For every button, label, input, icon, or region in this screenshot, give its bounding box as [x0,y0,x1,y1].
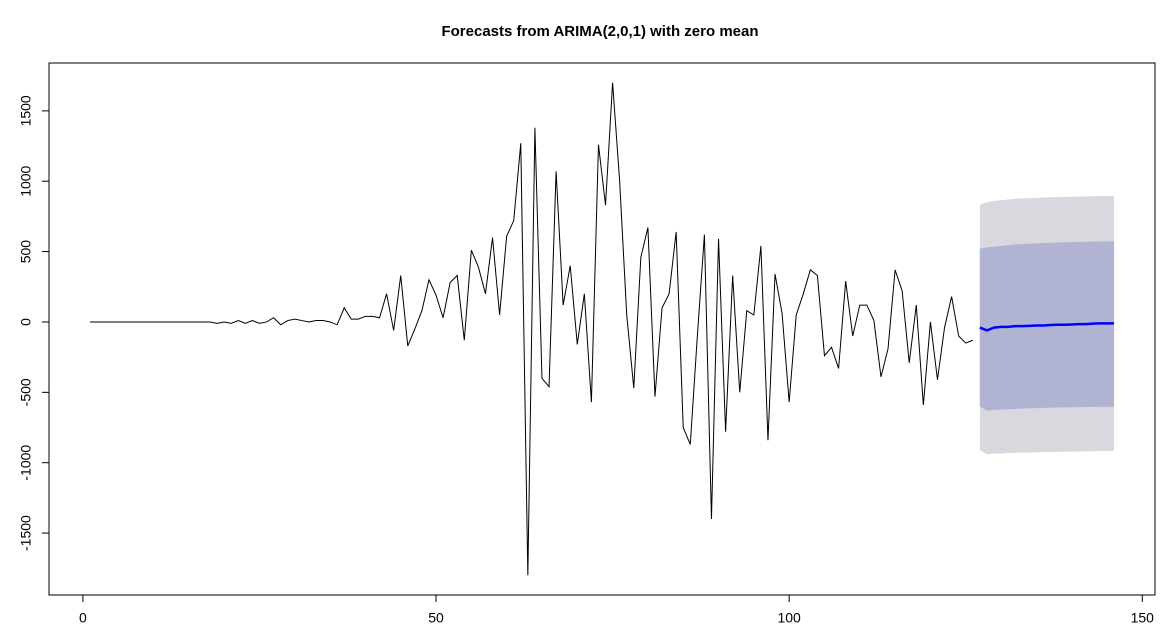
x-tick-label: 100 [777,610,801,626]
y-tick-label: -500 [18,378,34,406]
chart-title: Forecasts from ARIMA(2,0,1) with zero me… [441,23,758,40]
x-tick-label: 0 [79,610,87,626]
x-tick-label: 150 [1131,610,1155,626]
series-line [89,82,973,576]
plot-frame [48,62,1156,596]
y-tick-label: 1500 [18,95,34,126]
y-tick-label: 0 [18,318,34,326]
y-tick-label: 500 [18,240,34,264]
y-tick-label: -1500 [18,515,34,551]
y-tick-label: -1000 [18,445,34,481]
y-tick-label: 1000 [18,165,34,196]
x-tick-label: 50 [428,610,444,626]
forecast-line [979,322,1115,332]
